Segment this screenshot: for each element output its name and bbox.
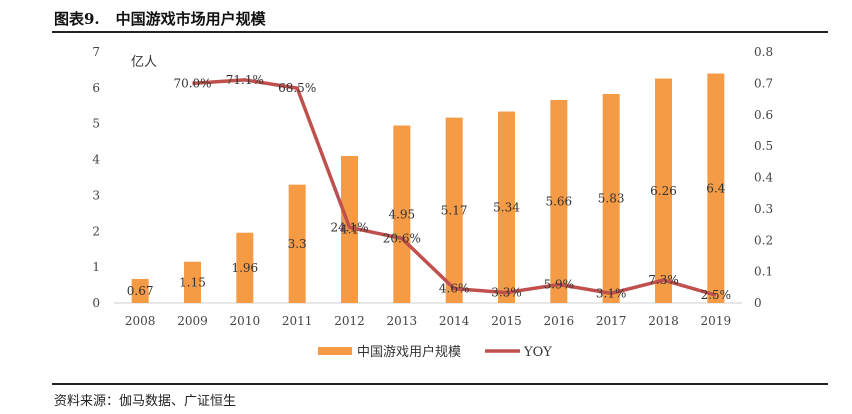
bar-label-2015: 5.34: [493, 200, 520, 214]
legend: 中国游戏用户规模 YOY: [318, 344, 552, 360]
unit-label: 亿人: [131, 55, 157, 70]
bar-2014: [445, 117, 463, 304]
right-tick-label: 0.1: [754, 265, 773, 279]
bar-label-2012: 4.1: [340, 222, 359, 236]
title-rule: [52, 31, 828, 33]
x-tick-2011: 2011: [282, 314, 313, 328]
legend-swatch-bar: [318, 347, 352, 355]
bar-2012: [341, 155, 358, 303]
yoy-label-2012: 24.1%: [330, 220, 368, 234]
yoy-label-2009: 70.0%: [173, 76, 211, 90]
right-tick-label: 0.8: [754, 45, 773, 59]
bar-2019: [707, 73, 725, 303]
bar-label-2013: 4.95: [388, 207, 415, 221]
right-tick-label: 0: [754, 296, 762, 310]
bar-2017: [602, 93, 620, 304]
figure-title-text: 中国游戏市场用户规模: [115, 10, 266, 28]
yoy-label-2011: 68.5%: [278, 81, 316, 95]
bar-2008: [131, 278, 149, 303]
right-axis: 0 0.1 0.2 0.3 0.4 0.5 0.6 0.7 0.8: [754, 45, 773, 310]
x-tick-2017: 2017: [596, 314, 627, 328]
bar-2018: [655, 78, 672, 303]
yoy-label-2015: 3.3%: [491, 286, 522, 300]
right-tick-label: 0.6: [754, 108, 773, 122]
x-tick-2008: 2008: [125, 314, 156, 328]
bar-series: [131, 73, 725, 304]
left-axis: 0 1 2 3 4 5 6 7: [92, 45, 100, 310]
bar-2016: [550, 100, 568, 303]
bar-2010: [236, 232, 254, 303]
bar-2011: [288, 184, 306, 303]
x-tick-2013: 2013: [387, 314, 418, 328]
right-tick-label: 0.3: [754, 202, 773, 216]
yoy-label-2010: 71.1%: [226, 73, 264, 87]
left-tick-label: 1: [92, 260, 100, 274]
bar-label-2010: 1.96: [231, 261, 258, 275]
left-tick-label: 4: [92, 153, 100, 167]
bar-label-2011: 3.3: [288, 237, 307, 251]
right-tick-label: 0.7: [754, 76, 773, 90]
bar-label-2019: 6.4: [706, 181, 725, 195]
footer-rule: [52, 383, 828, 385]
legend-label-bar: 中国游戏用户规模: [357, 344, 461, 360]
x-tick-2015: 2015: [491, 314, 522, 328]
yoy-label-2016: 5.9%: [544, 277, 575, 291]
right-tick-label: 0.4: [754, 171, 773, 185]
left-tick-label: 7: [92, 45, 100, 59]
x-tick-2018: 2018: [648, 314, 679, 328]
source-note: 资料来源：伽马数据、广证恒生: [54, 394, 237, 409]
x-tick-2016: 2016: [544, 314, 575, 328]
bar-label-2008: 0.67: [127, 284, 154, 298]
yoy-label-2018: 7.3%: [648, 273, 679, 287]
bar-label-2018: 6.26: [650, 184, 677, 198]
left-tick-label: 2: [92, 224, 100, 238]
bar-label-2009: 1.15: [179, 275, 206, 289]
x-axis-ticks: 2008 2009 2010 2011 2012 2013 2014 2015 2016 2017…: [125, 314, 731, 328]
figure-number: 图表9.: [54, 10, 100, 28]
line-labels: 70.0% 71.1% 68.5% 24.1% 20.6% 4.6% 3.3% 5.9% 3.1…: [173, 73, 731, 302]
bar-2009: [184, 261, 201, 303]
right-tick-label: 0.5: [754, 139, 773, 153]
left-tick-label: 0: [92, 296, 100, 310]
yoy-label-2013: 20.6%: [383, 231, 421, 245]
bar-label-2017: 5.83: [598, 191, 625, 205]
yoy-label-2019: 2.5%: [701, 288, 732, 302]
yoy-label-2017: 3.1%: [596, 286, 627, 300]
yoy-label-2014: 4.6%: [439, 282, 470, 296]
x-tick-2010: 2010: [230, 314, 261, 328]
bar-2013: [393, 125, 411, 303]
right-tick-label: 0.2: [754, 233, 773, 247]
bar-label-2016: 5.66: [545, 195, 572, 209]
x-tick-2014: 2014: [439, 314, 470, 328]
bar-labels: 0.67 1.15 1.96 3.3 4.1 4.95 5.17 5.34 5.66 5.83 6.…: [127, 181, 726, 298]
x-tick-2009: 2009: [177, 314, 208, 328]
left-tick-label: 5: [92, 117, 100, 131]
bar-2015: [498, 111, 515, 303]
legend-label-line: YOY: [523, 345, 552, 360]
x-tick-2012: 2012: [334, 314, 365, 328]
bar-label-2014: 5.17: [441, 203, 468, 217]
yoy-line: [192, 78, 717, 297]
left-tick-label: 3: [92, 188, 100, 202]
x-tick-2019: 2019: [701, 314, 732, 328]
left-tick-label: 6: [92, 81, 100, 95]
figure-title: 图表9. 中国游戏市场用户规模: [54, 8, 266, 29]
